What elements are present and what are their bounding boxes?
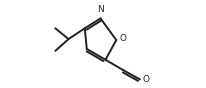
Text: O: O <box>120 34 127 43</box>
Text: N: N <box>97 5 104 14</box>
Text: O: O <box>143 75 150 84</box>
